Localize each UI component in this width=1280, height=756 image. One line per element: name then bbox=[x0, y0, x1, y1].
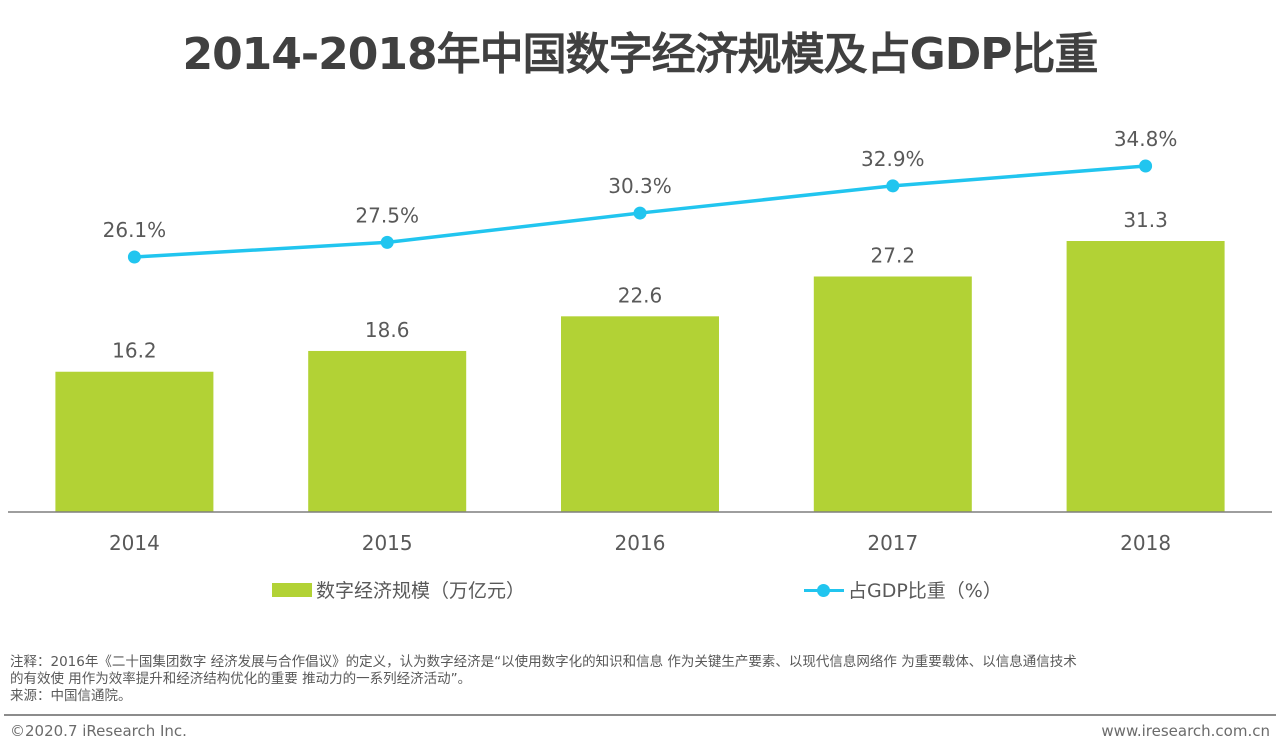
line-point-2018 bbox=[1139, 159, 1153, 173]
line-point-2017 bbox=[886, 179, 900, 193]
bar-value-label-2015: 18.6 bbox=[365, 318, 410, 342]
bar-2017 bbox=[813, 276, 972, 512]
x-tick-labels: 2014 2015 2016 2017 2018 bbox=[109, 531, 1171, 555]
line-value-label-2017: 32.9% bbox=[861, 147, 925, 171]
x-tick-label-2016: 2016 bbox=[615, 531, 666, 555]
footer-divider bbox=[4, 714, 1276, 716]
legend-line-label: 占GDP比重（%） bbox=[848, 580, 1002, 602]
bar-value-label-2017: 27.2 bbox=[871, 243, 916, 267]
line-series-layer: 26.1% 27.5% 30.3% 32.9% 34.8% bbox=[103, 127, 1178, 264]
line-point-2014 bbox=[127, 250, 141, 264]
chart-title: 2014-2018年中国数字经济规模及占GDP比重 bbox=[182, 29, 1098, 80]
bar-2018 bbox=[1066, 241, 1225, 512]
source-line: 来源：中国信通院。 bbox=[10, 688, 132, 704]
bars-layer: 16.2 18.6 22.6 27.2 31.3 bbox=[55, 208, 1225, 512]
x-tick-label-2015: 2015 bbox=[362, 531, 413, 555]
line-value-label-2016: 30.3% bbox=[608, 174, 672, 198]
x-tick-label-2014: 2014 bbox=[109, 531, 160, 555]
line-point-2015 bbox=[380, 235, 394, 249]
website-url: www.iresearch.com.cn bbox=[1101, 722, 1270, 740]
bar-value-label-2016: 22.6 bbox=[618, 283, 663, 307]
bar-2016 bbox=[561, 316, 719, 512]
legend-bar-label: 数字经济规模（万亿元） bbox=[316, 580, 526, 602]
note-line-1: 注释：2016年《二十国集团数字 经济发展与合作倡议》的定义，认为数字经济是“以… bbox=[10, 654, 1077, 670]
copyright: ©2020.7 iResearch Inc. bbox=[10, 722, 187, 740]
legend-item-line: 占GDP比重（%） bbox=[804, 576, 1002, 603]
chart: 16.218.622.627.231.3 2014 2015 2016 2017 201… bbox=[8, 127, 1272, 555]
legend-line-marker-icon bbox=[804, 583, 844, 597]
bar-value-label-2014: 16.2 bbox=[112, 339, 157, 363]
note-line-2: 的有效使 用作为效率提升和经济结构优化的重要 推动力的一系列经济活动”。 bbox=[10, 671, 472, 687]
legend: 数字经济规模（万亿元） 占GDP比重（%） bbox=[0, 576, 1280, 606]
legend-item-bar: 数字经济规模（万亿元） bbox=[272, 576, 525, 603]
x-tick-label-2018: 2018 bbox=[1120, 531, 1171, 555]
notes: 注释：2016年《二十国集团数字 经济发展与合作倡议》的定义，认为数字经济是“以… bbox=[10, 654, 1272, 705]
legend-bar-swatch-icon bbox=[272, 582, 312, 597]
line-point-2016 bbox=[633, 206, 647, 220]
bar-value-label-2018: 31.3 bbox=[1123, 208, 1168, 232]
bar-2015 bbox=[308, 350, 467, 512]
line-value-label-2015: 27.5% bbox=[355, 203, 419, 227]
line-value-label-2018: 34.8% bbox=[1114, 127, 1178, 151]
line-value-label-2014: 26.1% bbox=[103, 218, 167, 242]
x-tick-label-2017: 2017 bbox=[867, 531, 918, 555]
bar-2014 bbox=[55, 371, 214, 512]
